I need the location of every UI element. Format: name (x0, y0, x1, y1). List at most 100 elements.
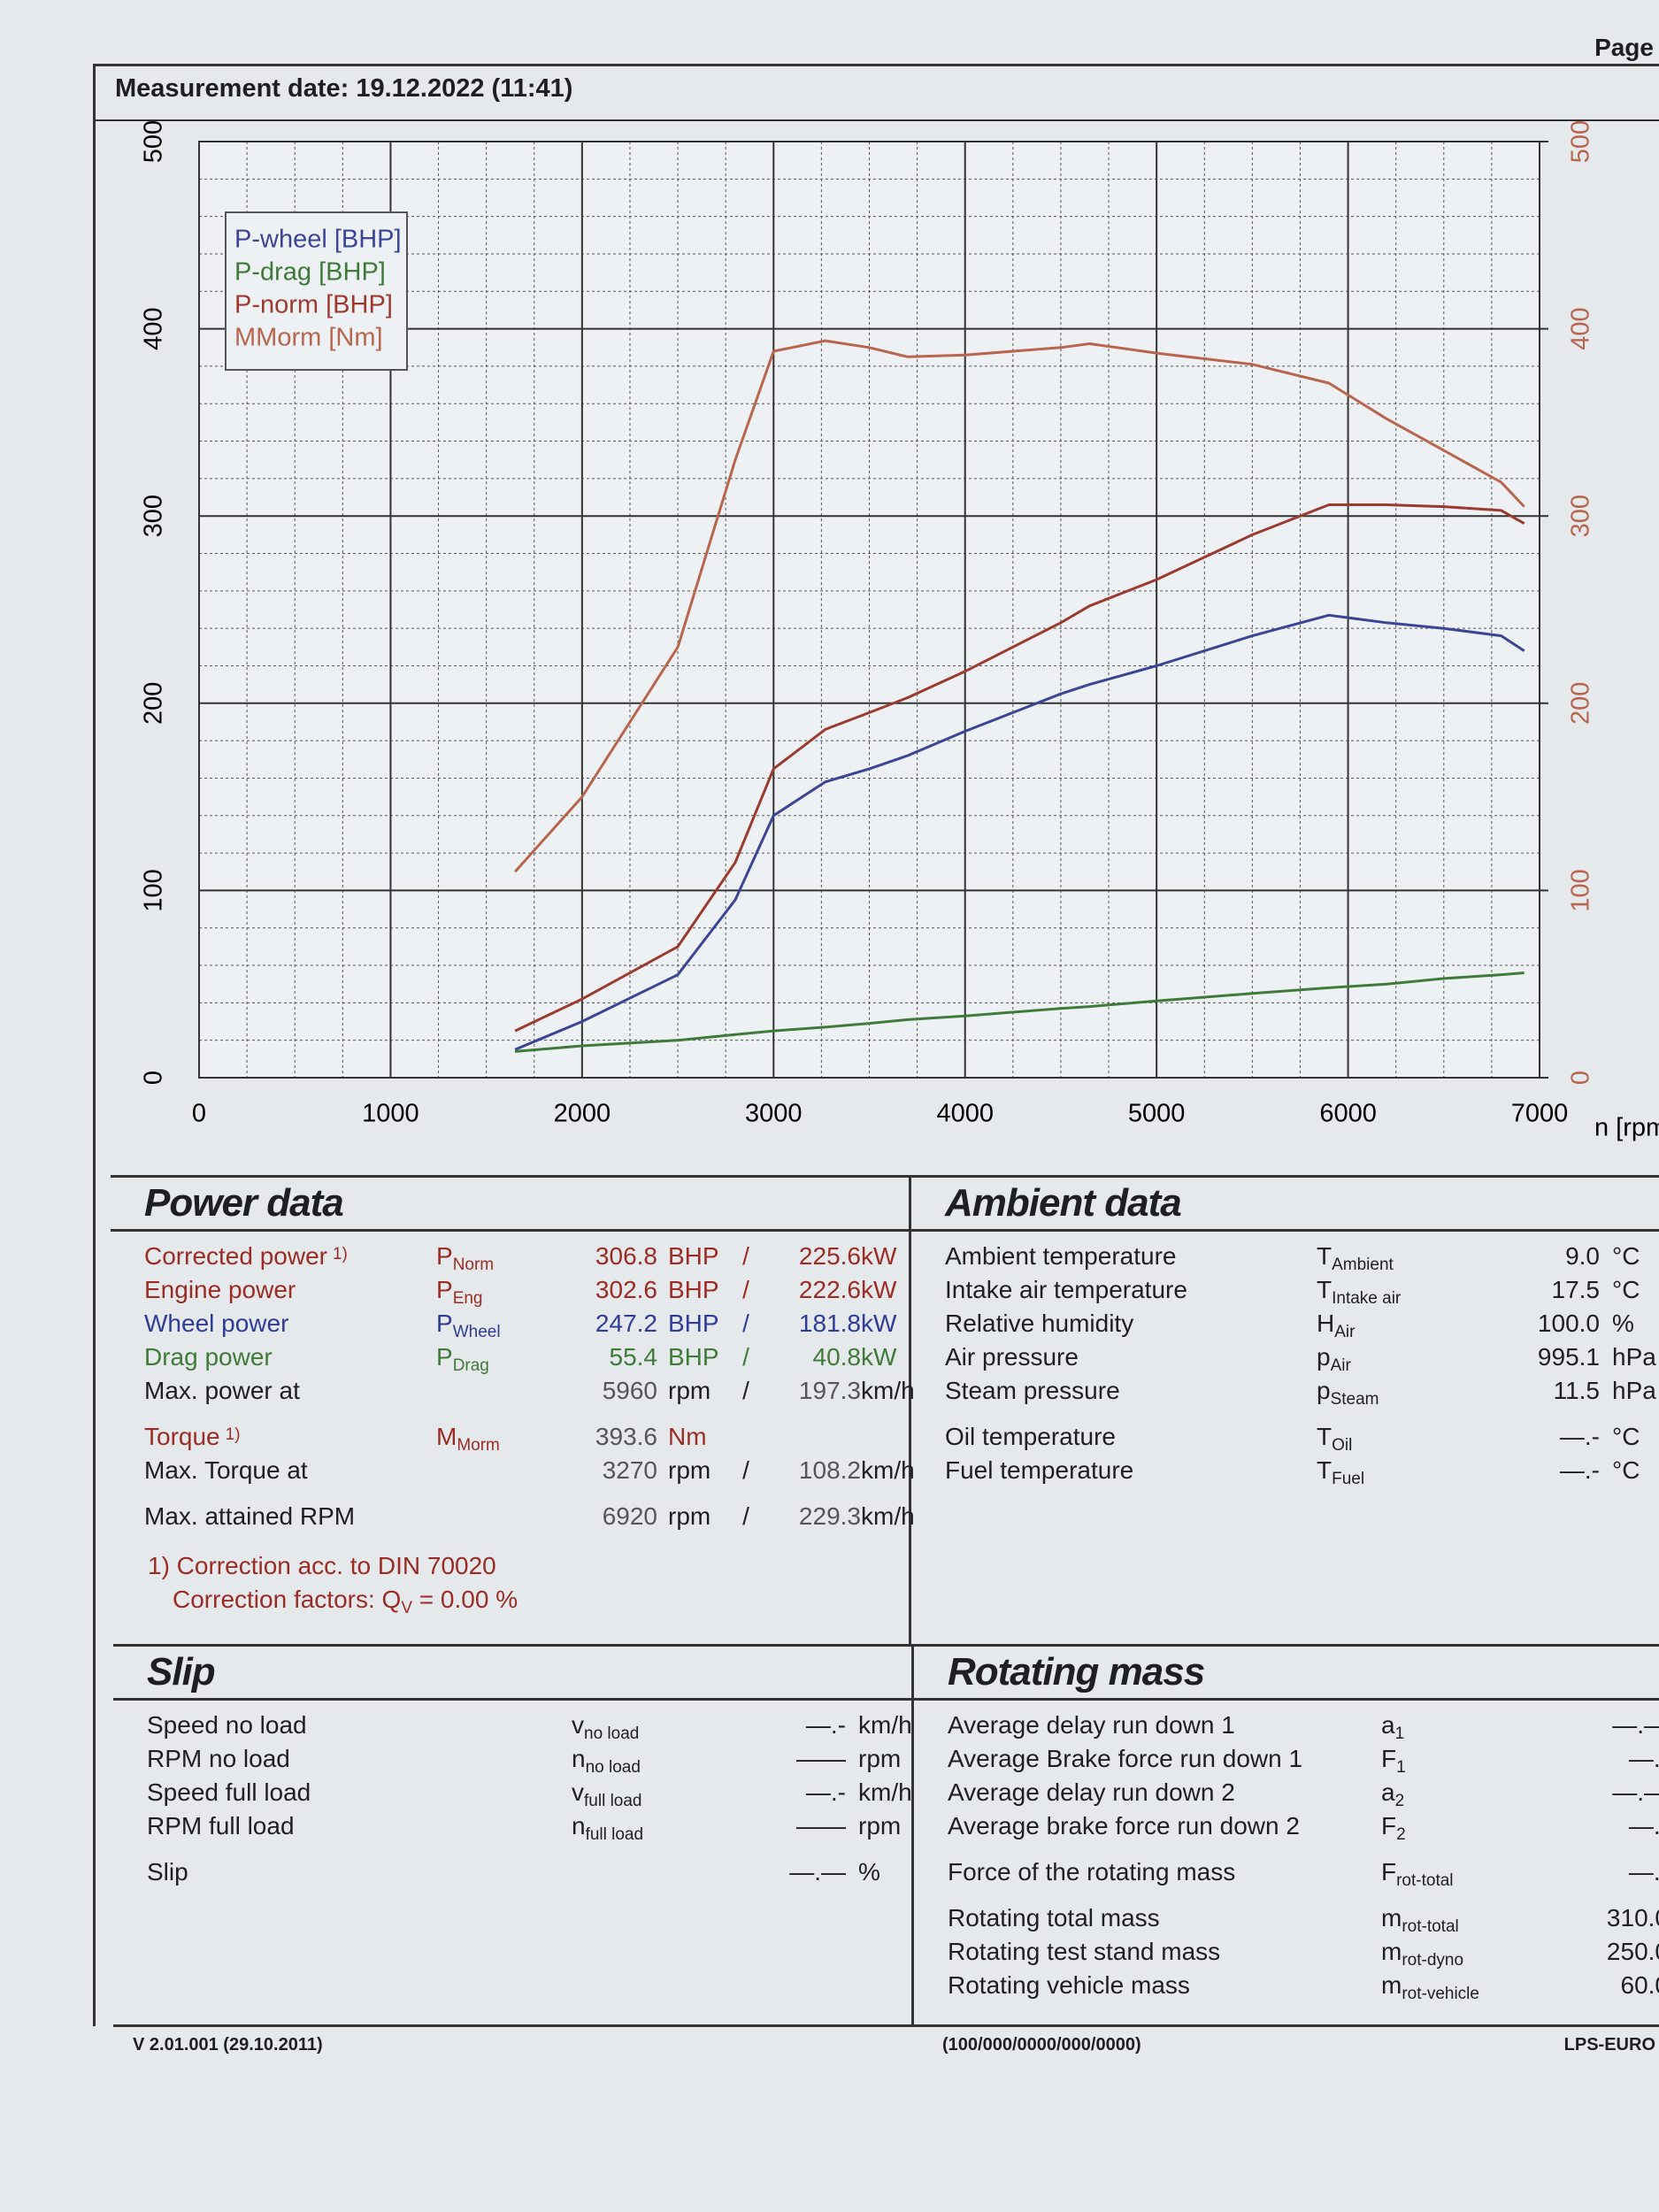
cell: 197.3 (798, 1377, 861, 1404)
symbol-main: m (1381, 1904, 1402, 1932)
symbol-sub: Fuel (1332, 1470, 1365, 1488)
cell: BHP (668, 1310, 719, 1337)
row: Intake air temperature TIntake air 17.5 °C (945, 1276, 1659, 1310)
symbol-main: P (436, 1276, 453, 1303)
symbol: mrot-vehicle (1381, 1971, 1545, 2004)
rows: Corrected power 1) PNorm 306.8 BHP/225.6 kW En… (111, 1232, 915, 1536)
cell: / (742, 1502, 749, 1530)
cell: 17.5 (1551, 1276, 1601, 1303)
symbol-sub: rot-dyno (1402, 1951, 1464, 1970)
symbol-sub: Drag (452, 1356, 489, 1375)
row-label: Max. attained RPM (144, 1502, 436, 1531)
frame (93, 64, 1659, 2026)
cell: —— (796, 1745, 846, 1772)
symbol-main: P (436, 1242, 453, 1270)
symbol-main: n (572, 1812, 586, 1839)
cell: 55.4 (609, 1343, 658, 1371)
footer-center: (100/000/0000/000/0000) (942, 2035, 1141, 2055)
y-tick-label: 300 (140, 495, 168, 537)
cell: / (742, 1456, 749, 1484)
row-label: RPM no load (147, 1745, 572, 1773)
symbol-sub: Wheel (452, 1323, 501, 1341)
x-tick-label: 5000 (1128, 1100, 1186, 1128)
y-tick-label: 400 (140, 307, 168, 349)
cell: 11.5 (1553, 1377, 1600, 1404)
value: = 0.00 % (419, 1586, 518, 1613)
symbol: TIntake air (1317, 1276, 1494, 1309)
label-text: Engine power (144, 1276, 296, 1303)
symbol-main: a (1381, 1711, 1395, 1739)
row-label: Rotating total mass (948, 1904, 1381, 1932)
cell: BHP (668, 1343, 719, 1371)
y2-tick-label: 100 (1567, 869, 1595, 911)
cell: kW (861, 1310, 897, 1337)
label-text: Speed full load (147, 1778, 311, 1806)
label-text: Average Brake force run down 1 (948, 1745, 1303, 1772)
cell: km/h (858, 1778, 912, 1806)
cell: kW (861, 1343, 897, 1371)
cell: % (858, 1858, 880, 1886)
label-text: Speed no load (147, 1711, 307, 1739)
cell: —.- (1628, 1858, 1659, 1886)
x-axis-label: n [rpm] (1594, 1114, 1659, 1142)
row: Drag power PDrag 55.4 BHP / 40.8 kW (144, 1343, 909, 1377)
measurement-date: Measurement date: 19.12.2022 (11:41) (115, 74, 573, 103)
x-tick-label: 1000 (362, 1100, 419, 1128)
footer-left: V 2.01.001 (29.10.2011) (133, 2035, 323, 2055)
row: Max. attained RPM 6920 rpm / 229.3 km/h (144, 1502, 915, 1536)
row: RPM no load nno load —— rpm (147, 1745, 911, 1778)
cell: °C (1612, 1423, 1640, 1450)
symbol-main: T (1317, 1423, 1333, 1450)
symbol: PWheel (436, 1310, 551, 1342)
cell: 181.8 (798, 1310, 861, 1337)
cell: 40.8 (812, 1343, 862, 1371)
symbol-main: M (436, 1423, 457, 1450)
row-label: Average brake force run down 2 (948, 1812, 1381, 1840)
footnote-line: Correction factors: QV = 0.00 % (173, 1586, 909, 1618)
page-label: Page (1594, 34, 1654, 61)
cell: 306.8 (595, 1242, 657, 1270)
row-label: Air pressure (945, 1343, 1317, 1371)
label-text: Average delay run down 2 (948, 1778, 1235, 1806)
symbol: TFuel (1317, 1456, 1494, 1489)
symbol: TAmbient (1317, 1242, 1494, 1275)
cell: 222.6 (798, 1276, 861, 1303)
cell: —.- (805, 1778, 846, 1806)
symbol: pAir (1317, 1343, 1494, 1376)
label-text: Wheel power (144, 1310, 289, 1337)
y-tick-label: 200 (140, 682, 168, 725)
cell: —.- (1628, 1745, 1659, 1772)
row: RPM full load nfull load —— rpm (147, 1812, 911, 1846)
symbol-sub: 1 (1394, 1724, 1405, 1743)
rows: Average delay run down 1a1—.—m/s²Average… (914, 1701, 1659, 2005)
footnote: 1) Correction acc. to DIN 70020 Correcti… (111, 1536, 909, 1618)
cell: 100.0 (1537, 1310, 1600, 1337)
symbol-sub: Norm (452, 1256, 495, 1274)
row-label: Average Brake force run down 1 (948, 1745, 1381, 1773)
symbol-main: n (572, 1745, 586, 1772)
symbol-sub: 2 (1396, 1825, 1406, 1844)
cell: —.- (1559, 1423, 1600, 1450)
row: Speed no load vno load —.- km/h (147, 1711, 912, 1745)
row-label: Average delay run down 2 (948, 1778, 1381, 1807)
row-label: Engine power (144, 1276, 436, 1304)
cell: °C (1612, 1456, 1640, 1484)
row-label: Speed no load (147, 1711, 572, 1740)
row-label: Rotating test stand mass (948, 1938, 1381, 1966)
label-text: Ambient temperature (945, 1242, 1177, 1270)
y-tick-label: 0 (140, 1071, 168, 1085)
symbol-main: v (572, 1778, 584, 1806)
cell: 5960 (602, 1377, 657, 1404)
cell: 6920 (602, 1502, 657, 1530)
series-line (514, 972, 1525, 1053)
cell: rpm (668, 1377, 711, 1404)
symbol-sub: V (401, 1599, 412, 1617)
x-tick-label: 7000 (1511, 1100, 1569, 1128)
rows: Speed no load vno load —.- km/h RPM no load n… (113, 1701, 912, 1892)
label-text: Torque (144, 1423, 220, 1450)
series-line (514, 613, 1525, 1051)
label-text: Corrected power (144, 1242, 327, 1270)
row: Corrected power 1) PNorm 306.8 BHP / 225.6 kW (144, 1242, 909, 1276)
